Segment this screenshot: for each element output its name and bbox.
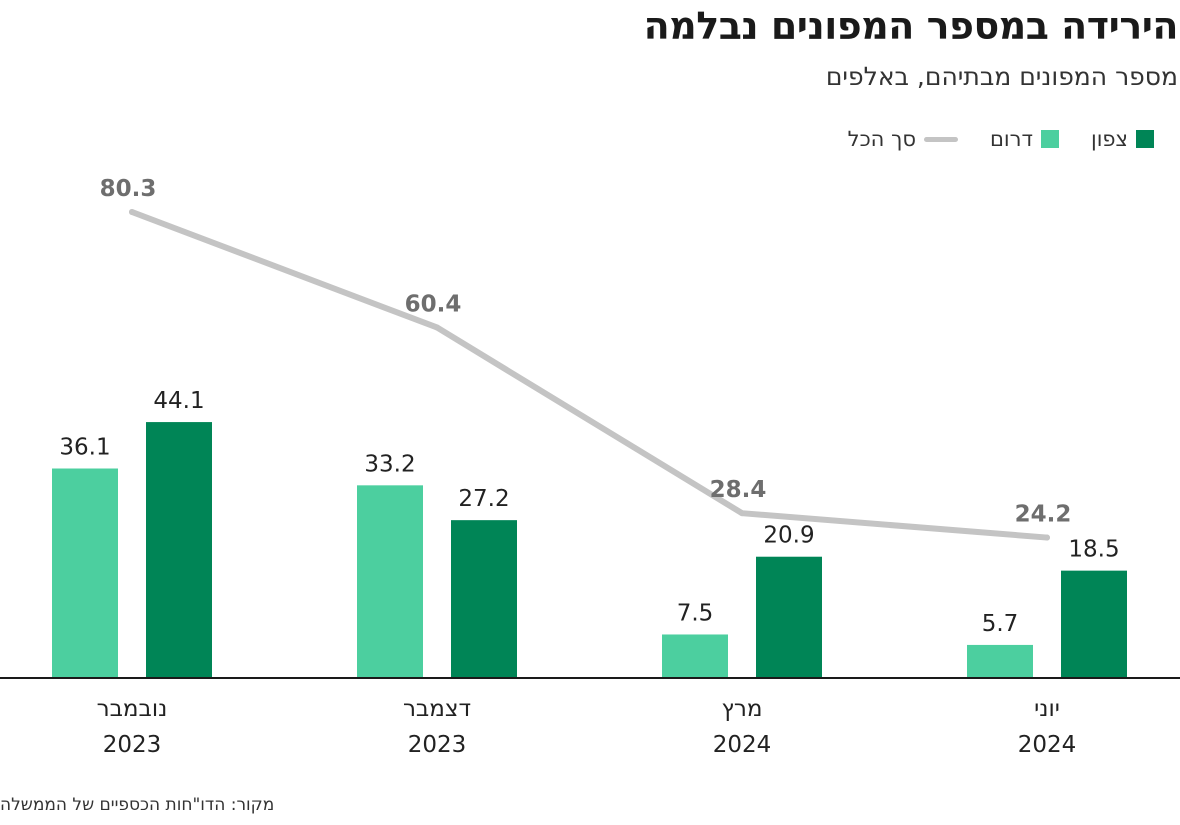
bar-label-south: 33.2 (364, 451, 415, 477)
total-point (739, 510, 745, 517)
x-tick-month: דצמבר (403, 696, 471, 722)
bar-label-north: 18.5 (1068, 537, 1119, 563)
legend-label-total: סך הכל (847, 127, 916, 151)
bar-north (756, 556, 822, 678)
bar-label-north: 44.1 (153, 388, 204, 414)
legend-swatch-south (1040, 130, 1059, 148)
bar-label-south: 7.5 (677, 600, 714, 626)
legend-item-total: סך הכל (848, 127, 958, 151)
chart-subtitle: מספר המפונים מבתיהם, באלפים (825, 62, 1178, 91)
total-point (434, 324, 440, 331)
x-tick-month: יוני (1034, 696, 1060, 722)
bar-south (662, 634, 728, 678)
total-label: 28.4 (710, 477, 767, 503)
x-tick-year: 2024 (1018, 732, 1077, 758)
total-line (129, 209, 1050, 541)
legend-item-south: דרום (990, 127, 1059, 151)
legend-label-south: דרום (989, 127, 1033, 151)
bar-south (52, 468, 118, 678)
bar-south (967, 644, 1033, 678)
legend-swatch-total (923, 136, 958, 142)
total-label: 24.2 (1015, 502, 1072, 528)
total-label: 60.4 (405, 291, 462, 317)
bar-label-south: 36.1 (59, 435, 110, 461)
bar-label-north: 20.9 (763, 523, 814, 549)
legend-label-north: צפון (1090, 127, 1128, 151)
bar-label-south: 5.7 (982, 611, 1019, 637)
bar-label-north: 27.2 (458, 486, 509, 512)
x-tick-month: מרץ (721, 696, 762, 722)
x-tick-year: 2023 (103, 732, 162, 758)
x-tick-year: 2023 (408, 732, 467, 758)
bar-south (357, 485, 423, 678)
legend-swatch-north (1136, 130, 1154, 148)
total-label: 80.3 (100, 176, 157, 202)
bar-north (1061, 570, 1127, 678)
total-point (129, 209, 135, 215)
x-tick-month: נובמבר (97, 696, 168, 722)
x-tick-year: 2024 (713, 732, 772, 758)
bar-north (451, 520, 517, 678)
legend-item-north: צפון (1091, 127, 1154, 151)
legend: צפון דרום סך הכל (848, 127, 1154, 151)
total-point (1044, 534, 1050, 541)
source-note: מקור: הדו"חות הכספיים של הממשלה (0, 795, 275, 815)
bar-north (146, 422, 212, 678)
chart-title: הירידה במספר המפונים נבלמה (643, 4, 1179, 48)
